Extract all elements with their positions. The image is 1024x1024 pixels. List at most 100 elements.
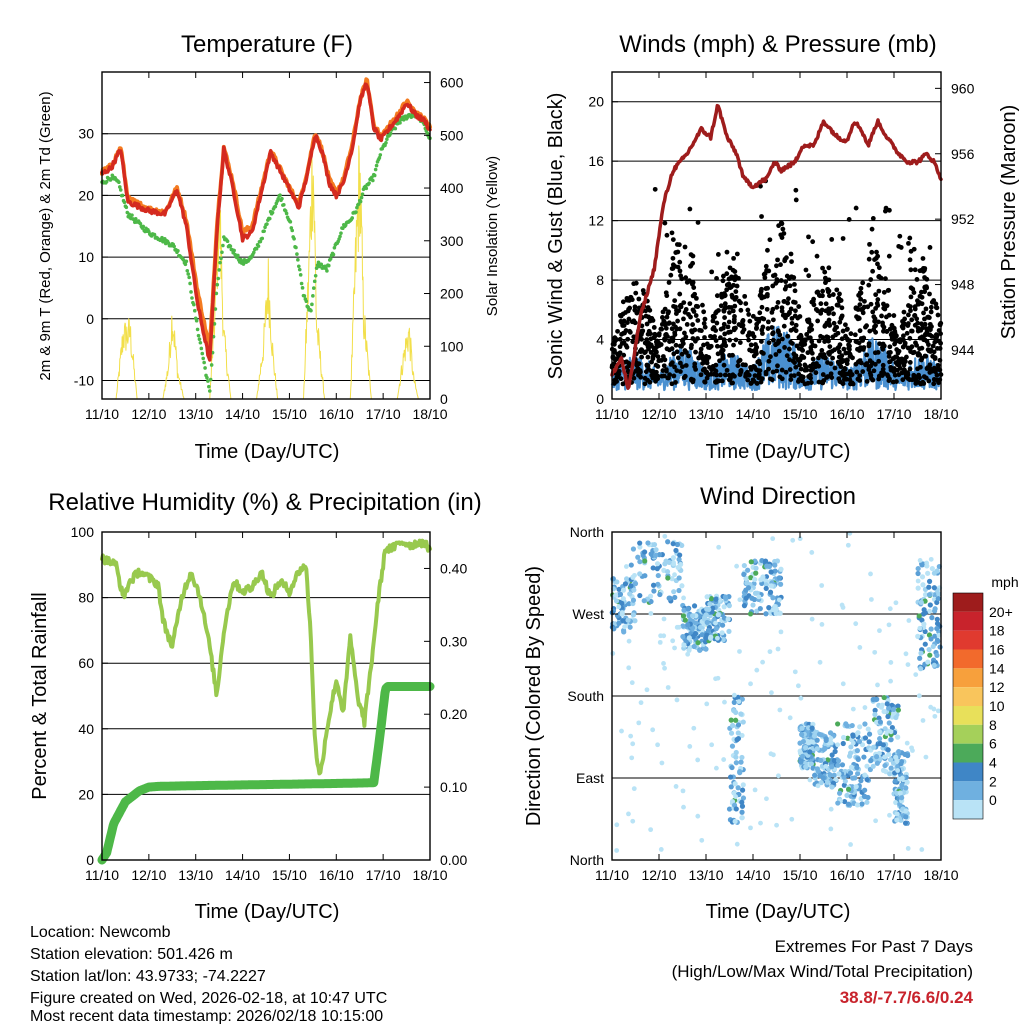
gust-point <box>655 364 661 369</box>
direction-point <box>916 613 922 619</box>
gust-point <box>677 259 683 265</box>
y-tick-label: 4 <box>596 332 604 348</box>
gust-point <box>805 350 811 356</box>
direction-point <box>739 754 745 761</box>
direction-point <box>866 739 872 745</box>
gust-point <box>648 336 654 342</box>
direction-point <box>764 796 769 802</box>
gust-point <box>874 249 879 255</box>
dewpoint-point <box>313 273 318 278</box>
direction-point <box>691 725 697 731</box>
gust-point <box>891 325 897 331</box>
gust-point <box>787 367 793 372</box>
direction-point <box>814 766 820 772</box>
gust-point <box>726 330 731 335</box>
x-tick-label: 12/10 <box>131 867 166 883</box>
direction-point <box>903 651 909 657</box>
direction-point <box>920 582 926 588</box>
direction-point <box>854 748 861 754</box>
gust-point <box>846 217 852 222</box>
direction-point <box>827 772 833 778</box>
direction-point <box>741 603 748 609</box>
direction-point <box>819 621 825 627</box>
gust-point <box>823 308 829 314</box>
direction-point <box>676 587 682 594</box>
dewpoint-point <box>373 167 378 172</box>
direction-point <box>921 621 927 627</box>
dewpoint-point <box>118 188 123 192</box>
gust-point <box>648 331 653 337</box>
gust-point <box>680 364 685 370</box>
dewpoint-point <box>104 179 109 184</box>
direction-point <box>840 740 846 747</box>
dewpoint-point <box>280 196 284 201</box>
dewpoint-point <box>262 229 266 233</box>
direction-point <box>739 803 746 809</box>
gust-point <box>925 365 930 371</box>
direction-point <box>775 773 781 779</box>
direction-point <box>655 742 660 748</box>
direction-point <box>707 601 713 607</box>
gust-point <box>620 381 626 387</box>
gust-point <box>749 348 755 354</box>
direction-point <box>743 595 749 601</box>
x-tick-label: 17/10 <box>366 867 401 883</box>
direction-point <box>679 583 685 589</box>
gust-point <box>776 329 781 335</box>
dewpoint-point <box>176 249 180 253</box>
gust-point <box>701 342 706 348</box>
gust-point <box>721 362 727 368</box>
dewpoint-point <box>267 216 272 221</box>
gust-point <box>713 338 719 343</box>
gust-point <box>869 249 875 255</box>
gust-point <box>926 348 932 354</box>
gust-point <box>913 340 918 346</box>
direction-point <box>906 618 912 623</box>
gust-point <box>928 327 933 333</box>
gust-point <box>720 278 726 284</box>
gust-point <box>816 338 822 344</box>
gust-point <box>868 363 874 369</box>
gust-point <box>637 336 643 341</box>
station-info: Location: Newcomb Station elevation: 501… <box>30 924 387 1024</box>
direction-point <box>732 781 738 787</box>
gust-point <box>624 365 630 370</box>
gust-point <box>643 369 649 375</box>
gust-point <box>661 318 667 324</box>
gust-point <box>669 346 675 352</box>
direction-y-axis-label: Direction (Colored By Speed) <box>523 566 545 826</box>
gust-point <box>935 362 941 368</box>
colorbar-label: 10 <box>989 698 1005 714</box>
gust-point <box>766 358 772 364</box>
gust-point <box>715 351 721 357</box>
gust-point <box>710 364 716 369</box>
gust-point <box>848 331 854 337</box>
gust-point <box>620 299 626 305</box>
gust-point <box>848 353 854 359</box>
gust-point <box>848 381 853 387</box>
x-tick-label: 11/10 <box>85 867 119 883</box>
direction-point <box>885 713 891 720</box>
direction-point <box>672 572 677 578</box>
dewpoint-point <box>185 268 190 273</box>
gust-point <box>907 360 913 365</box>
gust-point <box>796 358 802 364</box>
direction-point <box>665 575 671 581</box>
gust-point <box>717 358 722 364</box>
gust-point <box>627 329 633 335</box>
dewpoint-point <box>122 200 127 205</box>
direction-point <box>613 592 619 598</box>
gust-point <box>769 377 775 383</box>
dewpoint-point <box>194 318 199 323</box>
gust-point <box>747 330 752 336</box>
direction-point <box>763 582 769 588</box>
direction-point <box>739 732 745 739</box>
y-tick-label: 0 <box>86 311 94 327</box>
direction-point <box>685 606 691 612</box>
direction-point <box>730 722 736 729</box>
gust-point <box>639 347 645 353</box>
gust-point <box>730 372 736 378</box>
direction-point <box>845 786 852 792</box>
gust-point <box>763 286 769 291</box>
gust-point <box>753 346 759 352</box>
